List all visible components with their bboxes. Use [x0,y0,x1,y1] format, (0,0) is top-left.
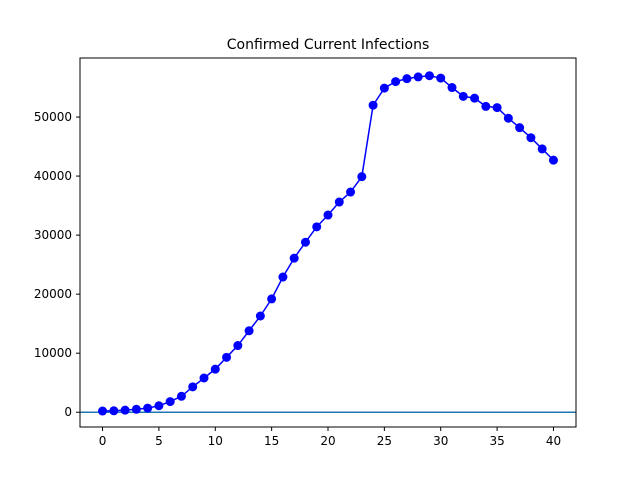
series-line [102,74,554,412]
data-point [233,341,243,351]
data-point [391,77,401,87]
x-tick-label: 35 [489,434,504,448]
plot-frame [79,57,577,428]
y-tick-label: 10000 [34,346,72,360]
data-point [267,294,277,304]
data-point [289,253,299,263]
data-point [120,405,130,415]
x-tick-label: 15 [264,434,279,448]
y-tick-label: 50000 [34,110,72,124]
data-point [447,83,457,93]
data-point [548,155,558,165]
data-point [368,100,378,110]
data-point [131,404,141,414]
data-point [244,326,254,336]
data-point [413,72,423,82]
data-point [357,172,367,182]
data-point [165,397,175,407]
data-point [515,123,525,133]
data-point [526,133,536,143]
data-point [154,401,164,411]
data-point [323,210,333,220]
data-point [210,364,220,374]
data-point [379,83,389,93]
data-point [424,71,434,81]
x-tick-label: 30 [433,434,448,448]
data-point [436,73,446,83]
x-tick-label: 0 [99,434,107,448]
x-tick-label: 5 [155,434,163,448]
x-tick-label: 40 [546,434,561,448]
chart-title: Confirmed Current Infections [227,37,430,53]
data-point [109,406,119,416]
data-point [255,311,265,321]
data-point [278,272,288,282]
data-point [188,382,198,392]
data-point [537,144,547,154]
data-point [458,91,468,101]
data-point [143,403,153,413]
data-point [222,352,232,362]
x-tick-label: 25 [377,434,392,448]
data-point [470,93,480,103]
x-tick-label: 20 [320,434,335,448]
data-point [300,237,310,247]
data-point [503,113,513,123]
data-point [334,197,344,207]
data-point [346,187,356,197]
data-point [312,222,322,232]
data-point [199,373,209,383]
data-point [176,391,186,401]
data-point [492,103,502,113]
y-tick-label: 40000 [34,169,72,183]
y-tick-label: 20000 [34,287,72,301]
data-point [481,101,491,111]
y-tick-label: 0 [64,405,72,419]
y-tick-label: 30000 [34,228,72,242]
data-point [98,406,108,416]
x-tick-label: 10 [208,434,223,448]
data-point [402,74,412,84]
